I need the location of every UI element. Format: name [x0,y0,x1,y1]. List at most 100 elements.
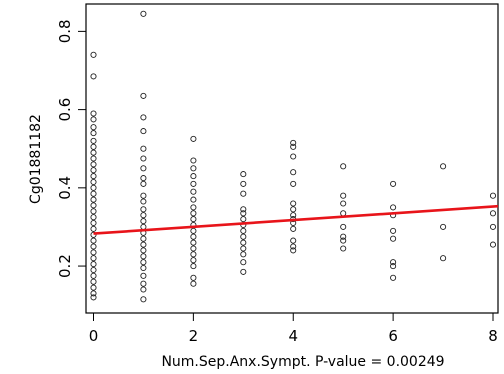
data-point [240,210,247,217]
data-point [90,278,97,285]
data-point [290,200,297,207]
data-point [240,216,247,223]
regression-line [93,204,499,235]
y-tick-label: 0.6 [56,98,74,122]
data-point [190,157,197,164]
data-point [90,130,97,137]
data-point [140,114,147,121]
data-point [90,243,97,250]
data-point [190,251,197,258]
data-point [90,110,97,117]
data-point [190,227,197,234]
data-point [90,190,97,197]
data-point [90,208,97,215]
x-tick-label: 6 [388,327,398,345]
data-point [140,272,147,279]
data-point [90,124,97,131]
y-axis-label: Cg01881182 [28,114,44,204]
data-point [390,227,397,234]
data-point [390,180,397,187]
data-point [90,149,97,156]
data-point [90,214,97,221]
data-point [340,223,347,230]
data-point [140,296,147,303]
data-point [190,239,197,246]
data-point [140,212,147,219]
data-point [190,173,197,180]
data-point [140,145,147,152]
data-point [489,210,497,217]
data-point [190,188,197,195]
data-point [190,216,197,223]
data-point [90,237,97,244]
data-point [190,257,197,264]
data-point [290,225,297,232]
data-point [240,180,247,187]
data-point [90,231,97,238]
data-point [90,116,97,123]
data-point [140,259,147,266]
data-point [240,233,247,240]
data-point [190,196,197,203]
data-point [190,135,197,142]
data-point [190,263,197,270]
data-point [340,210,347,217]
data-point [190,204,197,211]
data-point [390,263,397,270]
data-point [489,192,497,199]
data-point [240,190,247,197]
data-point [140,247,147,254]
data-point [140,10,147,17]
data-point [340,233,347,240]
y-tick-label: 0.4 [56,176,74,200]
data-point [140,280,147,287]
data-point [140,264,147,272]
data-point [240,206,247,213]
data-point [290,243,297,250]
data-point [140,286,147,293]
data-point [190,210,197,217]
data-point [240,268,247,275]
data-point [440,223,447,230]
x-tick-label: 8 [488,327,498,345]
data-point [340,163,347,170]
data-point [240,251,247,258]
data-point [140,218,147,225]
data-point [240,245,247,252]
data-point [90,272,97,279]
data-point [140,241,147,248]
data-point [290,237,297,244]
data-point [140,253,147,260]
plot-frame [85,3,499,314]
data-points [90,10,497,303]
data-point [290,169,297,176]
data-point [90,255,97,262]
data-point [90,143,97,150]
data-point [190,274,197,281]
data-point [90,219,97,227]
data-point [340,192,347,199]
data-point [290,143,297,150]
data-point [140,223,147,230]
y-tick-label: 0.8 [56,19,74,43]
data-point [90,184,97,191]
data-point [190,180,197,187]
y-axis: 0.2 0.4 0.6 0.8 [56,19,86,278]
data-point [290,180,297,187]
data-point [489,223,497,230]
data-point [340,200,347,207]
data-point [190,233,197,240]
data-point [340,245,347,252]
data-point [140,92,147,99]
data-point [290,247,297,254]
data-point [290,206,297,213]
data-point [140,206,147,213]
x-axis-label: Num.Sep.Anx.Sympt. P-value = 0.00249 [161,354,444,370]
data-point [90,202,97,209]
x-tick-label: 4 [288,327,298,345]
data-point [90,155,97,162]
data-point [140,192,147,199]
x-tick-label: 2 [189,327,199,345]
data-point [90,73,97,80]
